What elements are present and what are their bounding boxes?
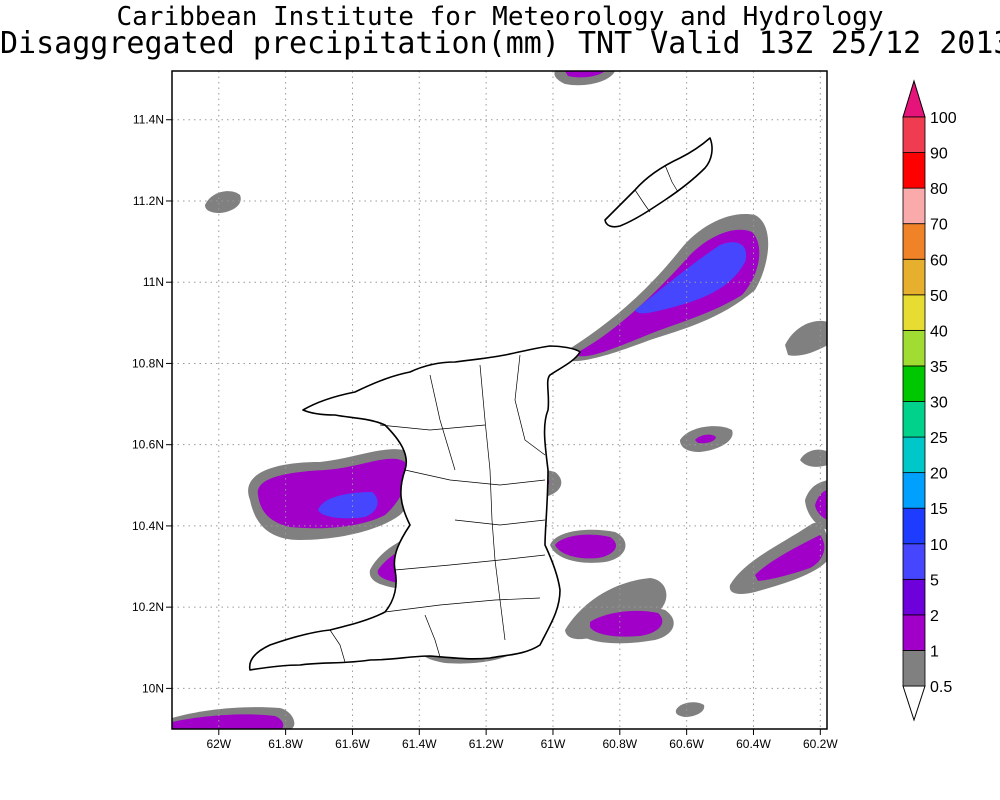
lon-tick-label: 60.2W [803, 737, 838, 751]
legend-label: 0.5 [930, 679, 952, 696]
map-frame [171, 70, 828, 730]
legend-swatch [902, 223, 926, 260]
legend-swatch [902, 187, 926, 225]
institute-title: Caribbean Institute for Meteorology and … [116, 2, 884, 32]
legend-label: 50 [930, 288, 948, 305]
legend-label: 1 [930, 643, 939, 660]
tobago-coastline [604, 137, 713, 228]
map-title: Disaggregated precipitation(mm) TNT Vali… [0, 26, 1000, 61]
lat-tick-label: 10.4N [132, 519, 164, 533]
legend-swatch [902, 365, 926, 402]
legend-label: 30 [930, 395, 948, 412]
legend-bottom-arrow [902, 685, 926, 722]
legend-label: 80 [930, 181, 948, 198]
lon-tick-label: 61.4W [402, 737, 437, 751]
legend-label: 40 [930, 323, 948, 340]
legend-swatch [902, 650, 926, 687]
precip-cell-west [248, 449, 422, 540]
lat-tick-label: 11.4N [133, 113, 164, 127]
legend-swatch [902, 543, 926, 580]
lon-tick-label: 62W [206, 737, 231, 751]
legend-swatch [902, 294, 926, 331]
lon-tick-label: 60.6W [669, 737, 704, 751]
legend-swatch [902, 329, 926, 367]
longitude-axis: 62W 61.8W 61.6W 61.4W 61.2W 61W 60.8W 60.6W 60.4… [206, 729, 838, 751]
precip-cell-misc [172, 71, 827, 729]
precip-cell-east [729, 449, 827, 594]
grid-lines [172, 71, 827, 729]
legend-swatch [902, 258, 926, 296]
legend-swatch [902, 436, 926, 474]
lon-tick-label: 61.2W [469, 737, 504, 751]
trinidad-coastline [248, 345, 581, 671]
land-outlines [248, 137, 713, 671]
lat-tick-label: 11.2N [133, 194, 164, 208]
legend-label: 60 [930, 252, 948, 269]
legend-label: 35 [930, 359, 948, 376]
legend-label: 25 [930, 430, 948, 447]
legend-swatch [902, 472, 926, 509]
legend-label: 10 [930, 537, 948, 554]
legend-label: 100 [930, 110, 957, 127]
legend-label: 15 [930, 501, 948, 518]
legend-swatch [902, 116, 926, 153]
legend-swatch [902, 152, 926, 189]
county-boundaries [329, 164, 679, 663]
lon-tick-label: 61W [541, 737, 566, 751]
precip-cell-northeast-band [560, 214, 769, 362]
legend-label: 2 [930, 608, 939, 625]
lat-tick-label: 10N [142, 681, 164, 695]
lat-tick-label: 10.8N [132, 356, 164, 370]
latitude-axis: 11.4N 11.2N 11N 10.8N 10.6N 10.4N 10.2N 10N [132, 113, 172, 695]
legend-swatch [902, 507, 926, 545]
legend-swatch [902, 578, 926, 616]
lat-tick-label: 11N [143, 275, 164, 289]
lon-tick-label: 60.4W [736, 737, 771, 751]
legend-swatch [902, 401, 926, 438]
lon-tick-label: 61.6W [335, 737, 370, 751]
legend-label: 90 [930, 146, 948, 163]
legend-label: 20 [930, 466, 948, 483]
lat-tick-label: 10.2N [132, 600, 164, 614]
lon-tick-label: 61.8W [268, 737, 303, 751]
lat-tick-label: 10.6N [132, 438, 164, 452]
legend-swatch [902, 614, 926, 651]
legend-label: 70 [930, 217, 948, 234]
legend-label: 5 [930, 572, 939, 589]
lon-tick-label: 60.8W [602, 737, 637, 751]
legend-top-arrow [902, 79, 926, 118]
